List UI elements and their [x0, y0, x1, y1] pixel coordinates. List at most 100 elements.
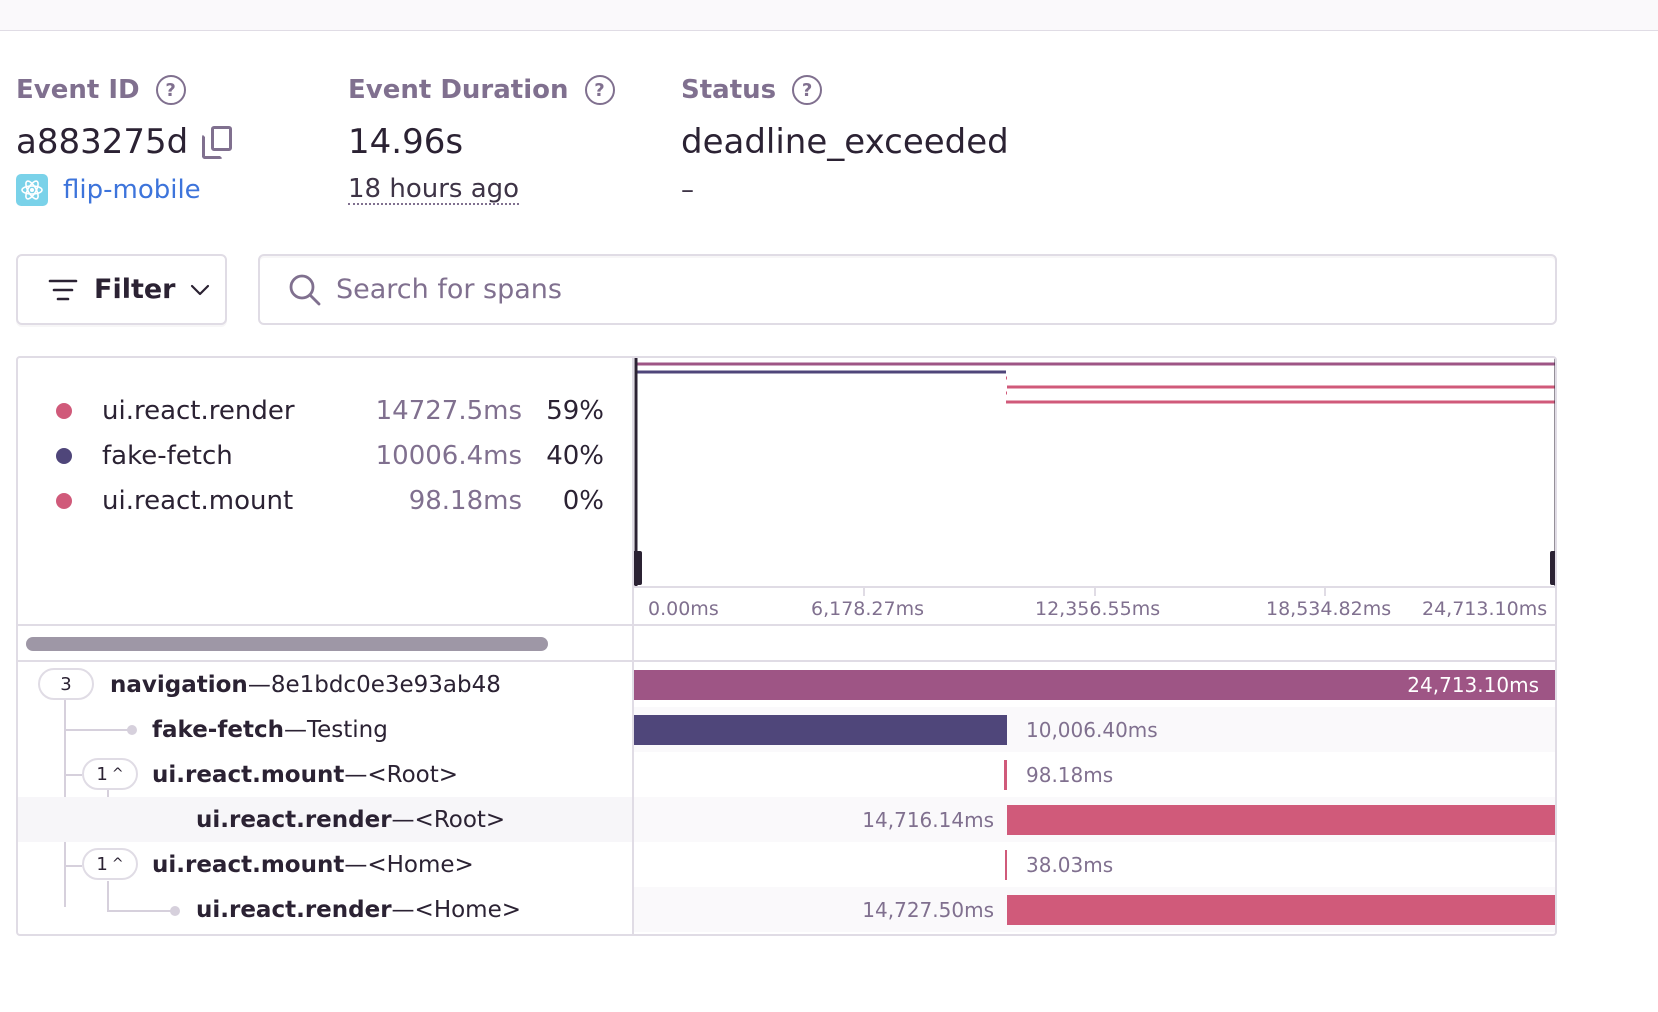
span-separator: —	[344, 761, 368, 788]
span-row[interactable]: ui.react.render — <Root> 14,716.14ms	[18, 797, 1555, 842]
collapse-icon: ^	[111, 856, 124, 872]
search-container	[258, 254, 1557, 325]
status-section: Status ? deadline_exceeded –	[681, 70, 1009, 208]
span-description: <Root>	[367, 761, 458, 788]
help-icon[interactable]: ?	[584, 75, 615, 105]
span-bar	[1005, 850, 1007, 880]
tree-connector	[64, 865, 82, 867]
legend-name: ui.react.mount	[102, 485, 294, 516]
axis-label: 12,356.55ms	[1035, 598, 1161, 620]
time-ago[interactable]: 18 hours ago	[348, 174, 520, 205]
span-op: ui.react.render	[196, 896, 392, 923]
minimap-right-handle[interactable]	[1550, 551, 1557, 585]
legend-name: ui.react.render	[102, 395, 295, 426]
legend-row: ui.react.render 14727.5ms 59%	[48, 388, 608, 433]
legend-name: fake-fetch	[102, 440, 233, 471]
span-title: ui.react.mount — <Root>	[152, 752, 458, 797]
ops-breakdown: ui.react.render 14727.5ms 59% fake-fetch…	[48, 388, 608, 523]
help-icon[interactable]: ?	[155, 75, 186, 105]
span-separator: —	[391, 896, 415, 923]
span-title: ui.react.render — <Root>	[196, 797, 505, 842]
span-duration: 98.18ms	[1026, 762, 1114, 787]
collapse-icon: ^	[111, 766, 124, 782]
span-op: ui.react.mount	[152, 851, 345, 878]
legend-duration: 98.18ms	[408, 485, 522, 516]
copy-icon[interactable]	[202, 126, 233, 159]
event-id-section: Event ID ? a883275d flip-mobile	[16, 70, 233, 208]
axis-tick	[1324, 588, 1326, 596]
legend-dot	[56, 402, 72, 419]
span-duration: 38.03ms	[1026, 852, 1114, 877]
span-description: 8e1bdc0e3e93ab48	[270, 671, 501, 698]
legend-percent: 0%	[562, 485, 604, 516]
filter-button[interactable]: Filter	[16, 254, 227, 325]
span-row[interactable]: 1 ^ ui.react.mount — <Root> 98.18ms	[18, 752, 1555, 797]
span-separator: —	[344, 851, 368, 878]
tree-connector	[107, 881, 109, 911]
axis-tick	[863, 588, 865, 596]
tree-node-dot	[170, 906, 180, 916]
span-bar	[1004, 760, 1007, 790]
span-row[interactable]: ui.react.render — <Home> 14,727.50ms	[18, 887, 1555, 932]
axis-label: 0.00ms	[648, 598, 719, 620]
scrollbar-thumb[interactable]	[26, 637, 548, 651]
axis-tick	[1094, 588, 1096, 596]
status-value: deadline_exceeded	[681, 122, 1009, 162]
span-tree-panel: ui.react.render 14727.5ms 59% fake-fetch…	[16, 356, 1557, 936]
search-icon	[289, 274, 321, 305]
child-count-badge[interactable]: 1 ^	[82, 758, 138, 790]
minimap[interactable]	[628, 358, 1557, 586]
tree-connector	[64, 729, 128, 731]
project-link[interactable]: flip-mobile	[63, 175, 201, 205]
span-op: navigation	[110, 671, 248, 698]
span-bar	[634, 670, 1555, 700]
chevron-down-icon	[190, 284, 209, 295]
event-duration-label: Event Duration	[348, 75, 569, 105]
legend-dot	[56, 447, 72, 464]
child-count-badge[interactable]: 3	[38, 668, 94, 700]
span-bar	[1007, 895, 1555, 925]
axis-label: 18,534.82ms	[1266, 598, 1392, 620]
span-op: ui.react.render	[196, 806, 392, 833]
axis-label: 6,178.27ms	[811, 598, 925, 620]
span-row[interactable]: fake-fetch — Testing 10,006.40ms	[18, 707, 1555, 752]
tree-node-dot	[127, 725, 137, 735]
span-separator: —	[283, 716, 307, 743]
horizontal-scrollbar[interactable]	[18, 624, 1555, 662]
search-input[interactable]	[336, 274, 1436, 305]
span-duration: 14,727.50ms	[862, 897, 994, 922]
tree-connector	[64, 774, 82, 776]
legend-percent: 59%	[546, 395, 604, 426]
axis-label: 24,713.10ms	[1422, 598, 1548, 620]
help-icon[interactable]: ?	[792, 75, 823, 105]
minimap-left-handle[interactable]	[628, 551, 642, 585]
legend-duration: 10006.4ms	[375, 440, 522, 471]
span-row[interactable]: 1 ^ ui.react.mount — <Home> 38.03ms	[18, 842, 1555, 887]
filter-label: Filter	[94, 274, 176, 305]
event-duration-value: 14.96s	[348, 122, 464, 162]
span-title: navigation — 8e1bdc0e3e93ab48	[110, 662, 501, 707]
span-separator: —	[391, 806, 415, 833]
tree-connector	[107, 910, 171, 912]
span-description: <Home>	[414, 896, 522, 923]
column-divider	[632, 626, 634, 660]
span-title: ui.react.render — <Home>	[196, 887, 521, 932]
filter-lines-icon	[48, 279, 78, 300]
legend-row: ui.react.mount 98.18ms 0%	[48, 478, 608, 523]
top-bar	[0, 0, 1658, 31]
child-count-badge[interactable]: 1 ^	[82, 848, 138, 880]
span-title: ui.react.mount — <Home>	[152, 842, 474, 887]
event-duration-section: Event Duration ? 14.96s 18 hours ago	[348, 70, 615, 208]
event-id-value: a883275d	[16, 122, 189, 162]
status-label: Status	[681, 75, 777, 105]
legend-duration: 14727.5ms	[375, 395, 522, 426]
span-description: <Root>	[414, 806, 506, 833]
span-description: Testing	[306, 716, 388, 743]
span-bar	[634, 715, 1007, 745]
react-icon	[16, 174, 48, 206]
span-title: fake-fetch — Testing	[152, 707, 388, 752]
time-axis: 0.00ms 6,178.27ms 12,356.55ms 18,534.82m…	[634, 586, 1555, 624]
span-row[interactable]: 3 navigation — 8e1bdc0e3e93ab48 24,713.1…	[18, 662, 1555, 707]
span-description: <Home>	[367, 851, 474, 878]
span-separator: —	[247, 671, 271, 698]
